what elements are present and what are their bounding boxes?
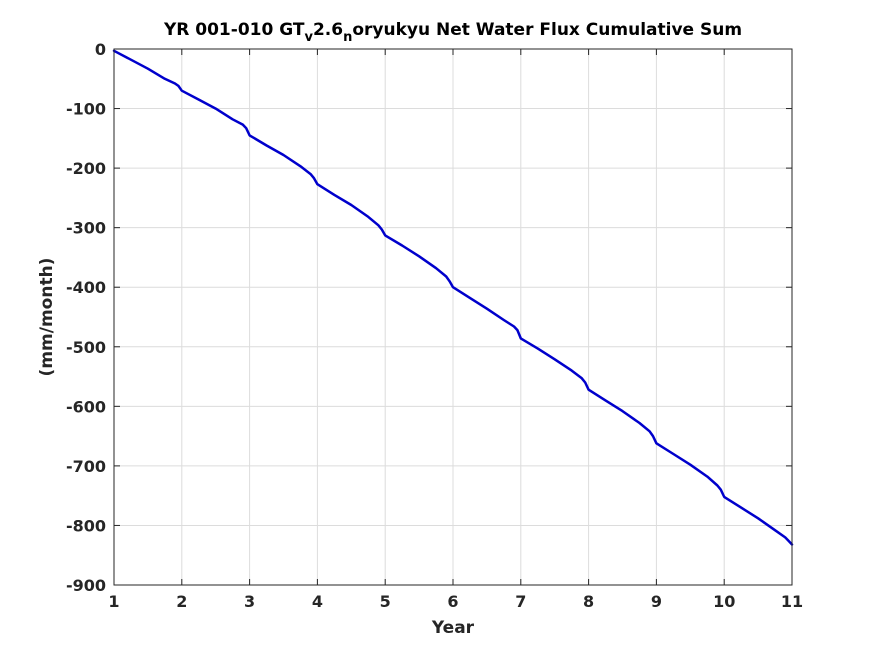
title-part-c: oryukyu Net Water Flux Cumulative Sum: [352, 20, 742, 40]
y-tick-label: -400: [66, 278, 106, 297]
y-tick-label: 0: [95, 40, 106, 59]
x-tick-label: 5: [380, 592, 391, 611]
title-subscript-v: v: [304, 30, 313, 45]
chart-title: YR 001-010 GTv2.6noryukyu Net Water Flux…: [163, 20, 742, 45]
series-layer: [112, 49, 794, 546]
y-tick-label: -600: [66, 397, 106, 416]
x-tick-label: 9: [651, 592, 662, 611]
title-part-a: YR 001-010 GT: [163, 20, 305, 40]
x-ticks: 1 2 3 4 5 6 7 8 9 10 11: [108, 49, 803, 611]
y-tick-label: -800: [66, 516, 106, 535]
y-tick-label: -100: [66, 100, 106, 119]
y-tick-label: -700: [66, 457, 106, 476]
y-tick-label: -500: [66, 338, 106, 357]
y-tick-label: -900: [66, 576, 106, 595]
y-axis-label: (mm/month): [37, 258, 57, 377]
y-ticks: 0 -100 -200 -300 -400 -500 -600 -700 -800 -900: [66, 40, 792, 595]
series-line: [112, 49, 794, 546]
x-axis-label: Year: [431, 618, 475, 638]
x-tick-label: 7: [515, 592, 526, 611]
x-tick-label: 2: [176, 592, 187, 611]
x-tick-label: 10: [713, 592, 735, 611]
title-part-b: 2.6: [313, 20, 343, 40]
title-subscript-n: n: [343, 30, 352, 45]
y-tick-label: -300: [66, 219, 106, 238]
x-tick-label: 11: [781, 592, 803, 611]
x-tick-label: 6: [447, 592, 458, 611]
x-tick-label: 4: [312, 592, 323, 611]
x-tick-label: 8: [583, 592, 594, 611]
x-tick-label: 1: [108, 592, 119, 611]
y-tick-label: -200: [66, 159, 106, 178]
x-tick-label: 3: [244, 592, 255, 611]
